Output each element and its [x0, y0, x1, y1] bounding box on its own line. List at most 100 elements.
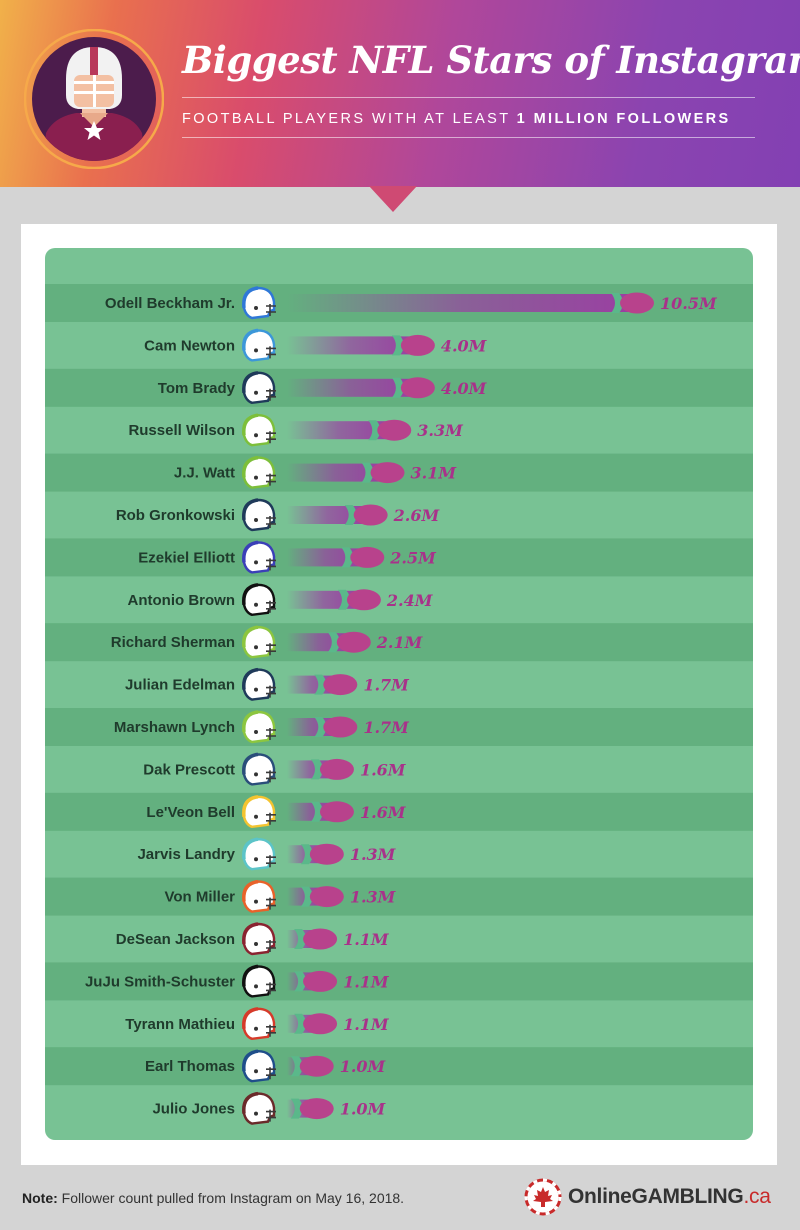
ball-motion-trail	[300, 844, 313, 865]
helmet-stripe	[242, 286, 259, 309]
row-band	[45, 1004, 753, 1043]
football-marker	[350, 546, 385, 568]
helmet-stripe	[242, 1007, 259, 1029]
chart-area: Odell Beckham Jr. 10.5M Cam Newton 4.0M Tom …	[45, 248, 753, 1140]
helmet-earhole	[254, 348, 258, 353]
football-marker	[319, 801, 354, 823]
ball-motion-trail	[337, 589, 350, 610]
page-title: Biggest NFL Stars of Instagram	[182, 38, 800, 82]
value-label: 1.6M	[360, 760, 407, 779]
bar	[287, 294, 633, 312]
helmet-stripe	[242, 328, 259, 351]
helmet-stripe	[242, 879, 259, 902]
ball-motion-trail	[391, 377, 404, 398]
ball-motion-trail	[344, 505, 357, 525]
row-band	[45, 708, 753, 746]
helmet-facemask	[266, 770, 276, 783]
value-label: 2.6M	[393, 506, 441, 525]
page-subtitle: FOOTBALL PLAYERS WITH AT LEAST 1 MILLION…	[182, 111, 731, 127]
helmet-stripe	[242, 837, 259, 860]
value-label: 1.1M	[343, 1015, 390, 1034]
row-band	[45, 835, 753, 874]
row-band	[45, 623, 753, 662]
note-label: Note:	[22, 1190, 58, 1206]
helmet-facemask	[266, 940, 276, 952]
football-marker	[299, 1098, 334, 1120]
helmet-earhole	[254, 857, 258, 862]
helmet-earhole	[254, 390, 258, 395]
football-marker	[620, 292, 654, 314]
helmet-icon	[242, 371, 276, 405]
helmet-icon	[242, 837, 276, 871]
row-band	[45, 1089, 753, 1128]
helmet-icon	[242, 795, 276, 829]
football-marker	[319, 758, 354, 780]
bar	[287, 506, 367, 524]
helmet-stripe	[242, 583, 259, 605]
football-marker	[303, 928, 338, 950]
helmet-stripe	[242, 625, 259, 648]
helmet-earhole	[254, 942, 258, 946]
player-name: Ezekiel Elliott	[138, 549, 235, 566]
helmet-earhole	[254, 602, 258, 607]
helmet-facemask	[266, 558, 276, 571]
ball-motion-trail	[310, 801, 323, 822]
ball-motion-trail	[341, 547, 354, 568]
value-label: 1.1M	[343, 930, 390, 949]
bar	[287, 336, 414, 355]
helmet-earhole	[254, 1026, 258, 1031]
player-name: Earl Thomas	[145, 1058, 235, 1075]
ball-motion-trail	[300, 886, 313, 907]
row-band	[45, 538, 753, 577]
player-name: Rob Gronkowski	[116, 507, 235, 524]
helmet-earhole	[254, 814, 258, 819]
footnote: Note: Follower count pulled from Instagr…	[22, 1190, 404, 1206]
helmet-icon	[242, 879, 276, 913]
helmet-stripe	[242, 1049, 259, 1072]
helmet-icon	[242, 752, 276, 786]
helmet-icon	[242, 1091, 276, 1125]
bar-chart: Odell Beckham Jr. 10.5M Cam Newton 4.0M Tom …	[45, 284, 753, 1128]
helmet-stripe	[242, 752, 259, 775]
helmet-facemask	[266, 897, 276, 910]
value-label: 1.0M	[340, 1100, 387, 1119]
row-band	[45, 665, 753, 704]
helmet-earhole	[254, 433, 258, 438]
player-name: DeSean Jackson	[116, 931, 235, 948]
helmet-stripe	[242, 667, 259, 690]
football-marker	[400, 377, 435, 399]
row-band	[45, 750, 753, 789]
value-label: 4.0M	[441, 336, 488, 355]
row-band	[45, 1047, 753, 1086]
value-label: 1.7M	[363, 718, 410, 737]
player-name: Tyrann Mathieu	[125, 1016, 235, 1033]
brand-logo[interactable]: OnlineGAMBLING.ca	[524, 1178, 771, 1216]
logo-suffix-text: .ca	[743, 1185, 771, 1208]
helmet-earhole	[254, 475, 258, 480]
value-label: 1.0M	[340, 1057, 387, 1076]
helmet-facemask	[266, 473, 276, 486]
helmet-stripe	[242, 498, 259, 521]
helmet-stripe	[242, 413, 259, 436]
helmet-facemask	[266, 1024, 276, 1037]
player-name: Marshawn Lynch	[114, 719, 235, 736]
player-name: JuJu Smith-Schuster	[85, 973, 235, 990]
helmet-earhole	[254, 1111, 258, 1116]
value-label: 1.6M	[360, 803, 407, 822]
helmet-earhole	[254, 984, 258, 989]
helmet-facemask	[266, 516, 276, 528]
football-marker	[303, 970, 338, 992]
helmet-earhole	[254, 899, 258, 904]
value-label: 10.5M	[660, 294, 718, 313]
helmet-icon	[242, 625, 276, 659]
note-text: Follower count pulled from Instagram on …	[57, 1190, 405, 1206]
header-pointer	[369, 186, 417, 212]
poker-chip-maple-leaf-icon	[524, 1178, 562, 1216]
bar	[287, 421, 391, 440]
helmet-earhole	[254, 645, 258, 650]
ball-motion-trail	[327, 632, 340, 653]
value-label: 2.1M	[376, 633, 424, 652]
player-name: Dak Prescott	[143, 761, 235, 778]
football-marker	[370, 462, 405, 484]
player-name: Von Miller	[164, 889, 235, 906]
